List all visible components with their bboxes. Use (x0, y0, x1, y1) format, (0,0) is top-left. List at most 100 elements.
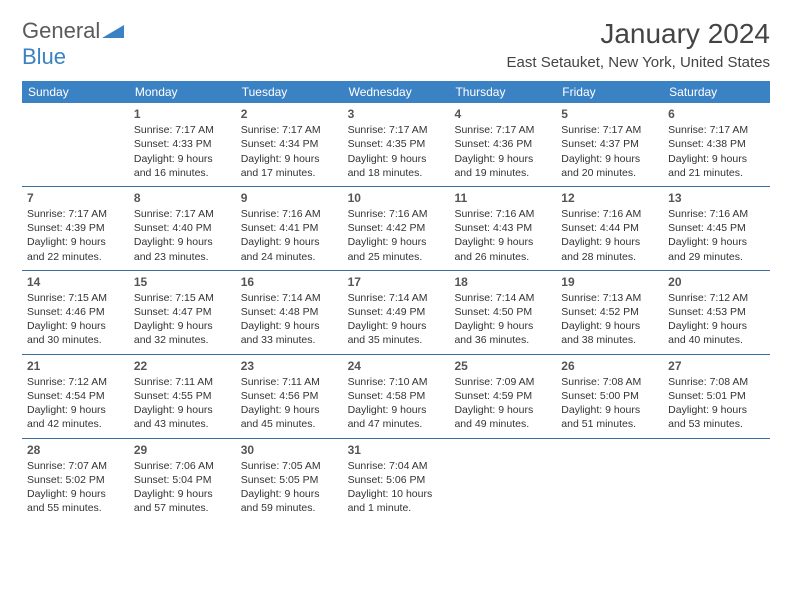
logo-text: General Blue (22, 18, 124, 70)
sunrise-text: Sunrise: 7:17 AM (27, 207, 124, 221)
day-number: 1 (134, 106, 231, 122)
day-cell: 13Sunrise: 7:16 AMSunset: 4:45 PMDayligh… (663, 187, 770, 270)
day-header-tuesday: Tuesday (236, 81, 343, 103)
sunset-text: Sunset: 4:45 PM (668, 221, 765, 235)
sunrise-text: Sunrise: 7:14 AM (241, 291, 338, 305)
sunrise-text: Sunrise: 7:09 AM (454, 375, 551, 389)
daylight-text: Daylight: 9 hours and 35 minutes. (348, 319, 445, 347)
sunrise-text: Sunrise: 7:13 AM (561, 291, 658, 305)
sunset-text: Sunset: 5:00 PM (561, 389, 658, 403)
daylight-text: Daylight: 9 hours and 19 minutes. (454, 152, 551, 180)
sunset-text: Sunset: 4:35 PM (348, 137, 445, 151)
daylight-text: Daylight: 9 hours and 25 minutes. (348, 235, 445, 263)
day-number: 22 (134, 358, 231, 374)
sunrise-text: Sunrise: 7:15 AM (27, 291, 124, 305)
sunset-text: Sunset: 4:50 PM (454, 305, 551, 319)
sunset-text: Sunset: 5:06 PM (348, 473, 445, 487)
daylight-text: Daylight: 9 hours and 22 minutes. (27, 235, 124, 263)
daylight-text: Daylight: 9 hours and 53 minutes. (668, 403, 765, 431)
day-number: 18 (454, 274, 551, 290)
sunrise-text: Sunrise: 7:15 AM (134, 291, 231, 305)
day-cell: 27Sunrise: 7:08 AMSunset: 5:01 PMDayligh… (663, 355, 770, 438)
daylight-text: Daylight: 9 hours and 59 minutes. (241, 487, 338, 515)
day-cell: 17Sunrise: 7:14 AMSunset: 4:49 PMDayligh… (343, 271, 450, 354)
day-cell: 28Sunrise: 7:07 AMSunset: 5:02 PMDayligh… (22, 439, 129, 522)
sunset-text: Sunset: 4:40 PM (134, 221, 231, 235)
day-cell: 4Sunrise: 7:17 AMSunset: 4:36 PMDaylight… (449, 103, 556, 186)
sunset-text: Sunset: 4:52 PM (561, 305, 658, 319)
daylight-text: Daylight: 9 hours and 51 minutes. (561, 403, 658, 431)
sunset-text: Sunset: 4:48 PM (241, 305, 338, 319)
day-cell: 25Sunrise: 7:09 AMSunset: 4:59 PMDayligh… (449, 355, 556, 438)
day-number: 5 (561, 106, 658, 122)
sunset-text: Sunset: 5:01 PM (668, 389, 765, 403)
day-cell: 9Sunrise: 7:16 AMSunset: 4:41 PMDaylight… (236, 187, 343, 270)
day-header-friday: Friday (556, 81, 663, 103)
sunrise-text: Sunrise: 7:16 AM (454, 207, 551, 221)
daylight-text: Daylight: 9 hours and 33 minutes. (241, 319, 338, 347)
day-cell: 31Sunrise: 7:04 AMSunset: 5:06 PMDayligh… (343, 439, 450, 522)
day-number: 8 (134, 190, 231, 206)
sunset-text: Sunset: 4:36 PM (454, 137, 551, 151)
location: East Setauket, New York, United States (507, 54, 770, 71)
sunrise-text: Sunrise: 7:12 AM (668, 291, 765, 305)
day-number: 26 (561, 358, 658, 374)
day-number: 21 (27, 358, 124, 374)
sunset-text: Sunset: 4:47 PM (134, 305, 231, 319)
sunrise-text: Sunrise: 7:11 AM (134, 375, 231, 389)
sunset-text: Sunset: 5:04 PM (134, 473, 231, 487)
sunrise-text: Sunrise: 7:16 AM (348, 207, 445, 221)
day-number: 4 (454, 106, 551, 122)
sunset-text: Sunset: 4:43 PM (454, 221, 551, 235)
day-header-monday: Monday (129, 81, 236, 103)
day-number: 12 (561, 190, 658, 206)
day-number: 2 (241, 106, 338, 122)
sunrise-text: Sunrise: 7:17 AM (134, 207, 231, 221)
sunrise-text: Sunrise: 7:14 AM (348, 291, 445, 305)
sunset-text: Sunset: 4:42 PM (348, 221, 445, 235)
sunset-text: Sunset: 4:37 PM (561, 137, 658, 151)
daylight-text: Daylight: 9 hours and 21 minutes. (668, 152, 765, 180)
sunset-text: Sunset: 5:05 PM (241, 473, 338, 487)
day-cell: 23Sunrise: 7:11 AMSunset: 4:56 PMDayligh… (236, 355, 343, 438)
daylight-text: Daylight: 9 hours and 29 minutes. (668, 235, 765, 263)
day-number: 10 (348, 190, 445, 206)
daylight-text: Daylight: 9 hours and 55 minutes. (27, 487, 124, 515)
sunrise-text: Sunrise: 7:16 AM (241, 207, 338, 221)
day-number: 15 (134, 274, 231, 290)
sunset-text: Sunset: 4:39 PM (27, 221, 124, 235)
day-cell: 3Sunrise: 7:17 AMSunset: 4:35 PMDaylight… (343, 103, 450, 186)
sunset-text: Sunset: 4:59 PM (454, 389, 551, 403)
daylight-text: Daylight: 9 hours and 36 minutes. (454, 319, 551, 347)
sunrise-text: Sunrise: 7:17 AM (241, 123, 338, 137)
sunrise-text: Sunrise: 7:08 AM (668, 375, 765, 389)
daylight-text: Daylight: 9 hours and 18 minutes. (348, 152, 445, 180)
day-number: 6 (668, 106, 765, 122)
day-cell: . (449, 439, 556, 522)
sunrise-text: Sunrise: 7:10 AM (348, 375, 445, 389)
sunrise-text: Sunrise: 7:04 AM (348, 459, 445, 473)
day-number: 7 (27, 190, 124, 206)
week-row: 7Sunrise: 7:17 AMSunset: 4:39 PMDaylight… (22, 187, 770, 271)
month-title: January 2024 (507, 18, 770, 50)
daylight-text: Daylight: 9 hours and 20 minutes. (561, 152, 658, 180)
day-cell: 22Sunrise: 7:11 AMSunset: 4:55 PMDayligh… (129, 355, 236, 438)
day-cell: 7Sunrise: 7:17 AMSunset: 4:39 PMDaylight… (22, 187, 129, 270)
week-row: 14Sunrise: 7:15 AMSunset: 4:46 PMDayligh… (22, 271, 770, 355)
day-number: 31 (348, 442, 445, 458)
day-cell: 15Sunrise: 7:15 AMSunset: 4:47 PMDayligh… (129, 271, 236, 354)
sunrise-text: Sunrise: 7:08 AM (561, 375, 658, 389)
logo-text-2: Blue (22, 44, 66, 69)
daylight-text: Daylight: 10 hours and 1 minute. (348, 487, 445, 515)
sunrise-text: Sunrise: 7:17 AM (668, 123, 765, 137)
day-number: 30 (241, 442, 338, 458)
sunrise-text: Sunrise: 7:17 AM (134, 123, 231, 137)
day-number: 9 (241, 190, 338, 206)
sunset-text: Sunset: 4:49 PM (348, 305, 445, 319)
day-number: 29 (134, 442, 231, 458)
sunset-text: Sunset: 4:41 PM (241, 221, 338, 235)
week-row: 21Sunrise: 7:12 AMSunset: 4:54 PMDayligh… (22, 355, 770, 439)
day-header-thursday: Thursday (449, 81, 556, 103)
daylight-text: Daylight: 9 hours and 49 minutes. (454, 403, 551, 431)
day-cell: 2Sunrise: 7:17 AMSunset: 4:34 PMDaylight… (236, 103, 343, 186)
